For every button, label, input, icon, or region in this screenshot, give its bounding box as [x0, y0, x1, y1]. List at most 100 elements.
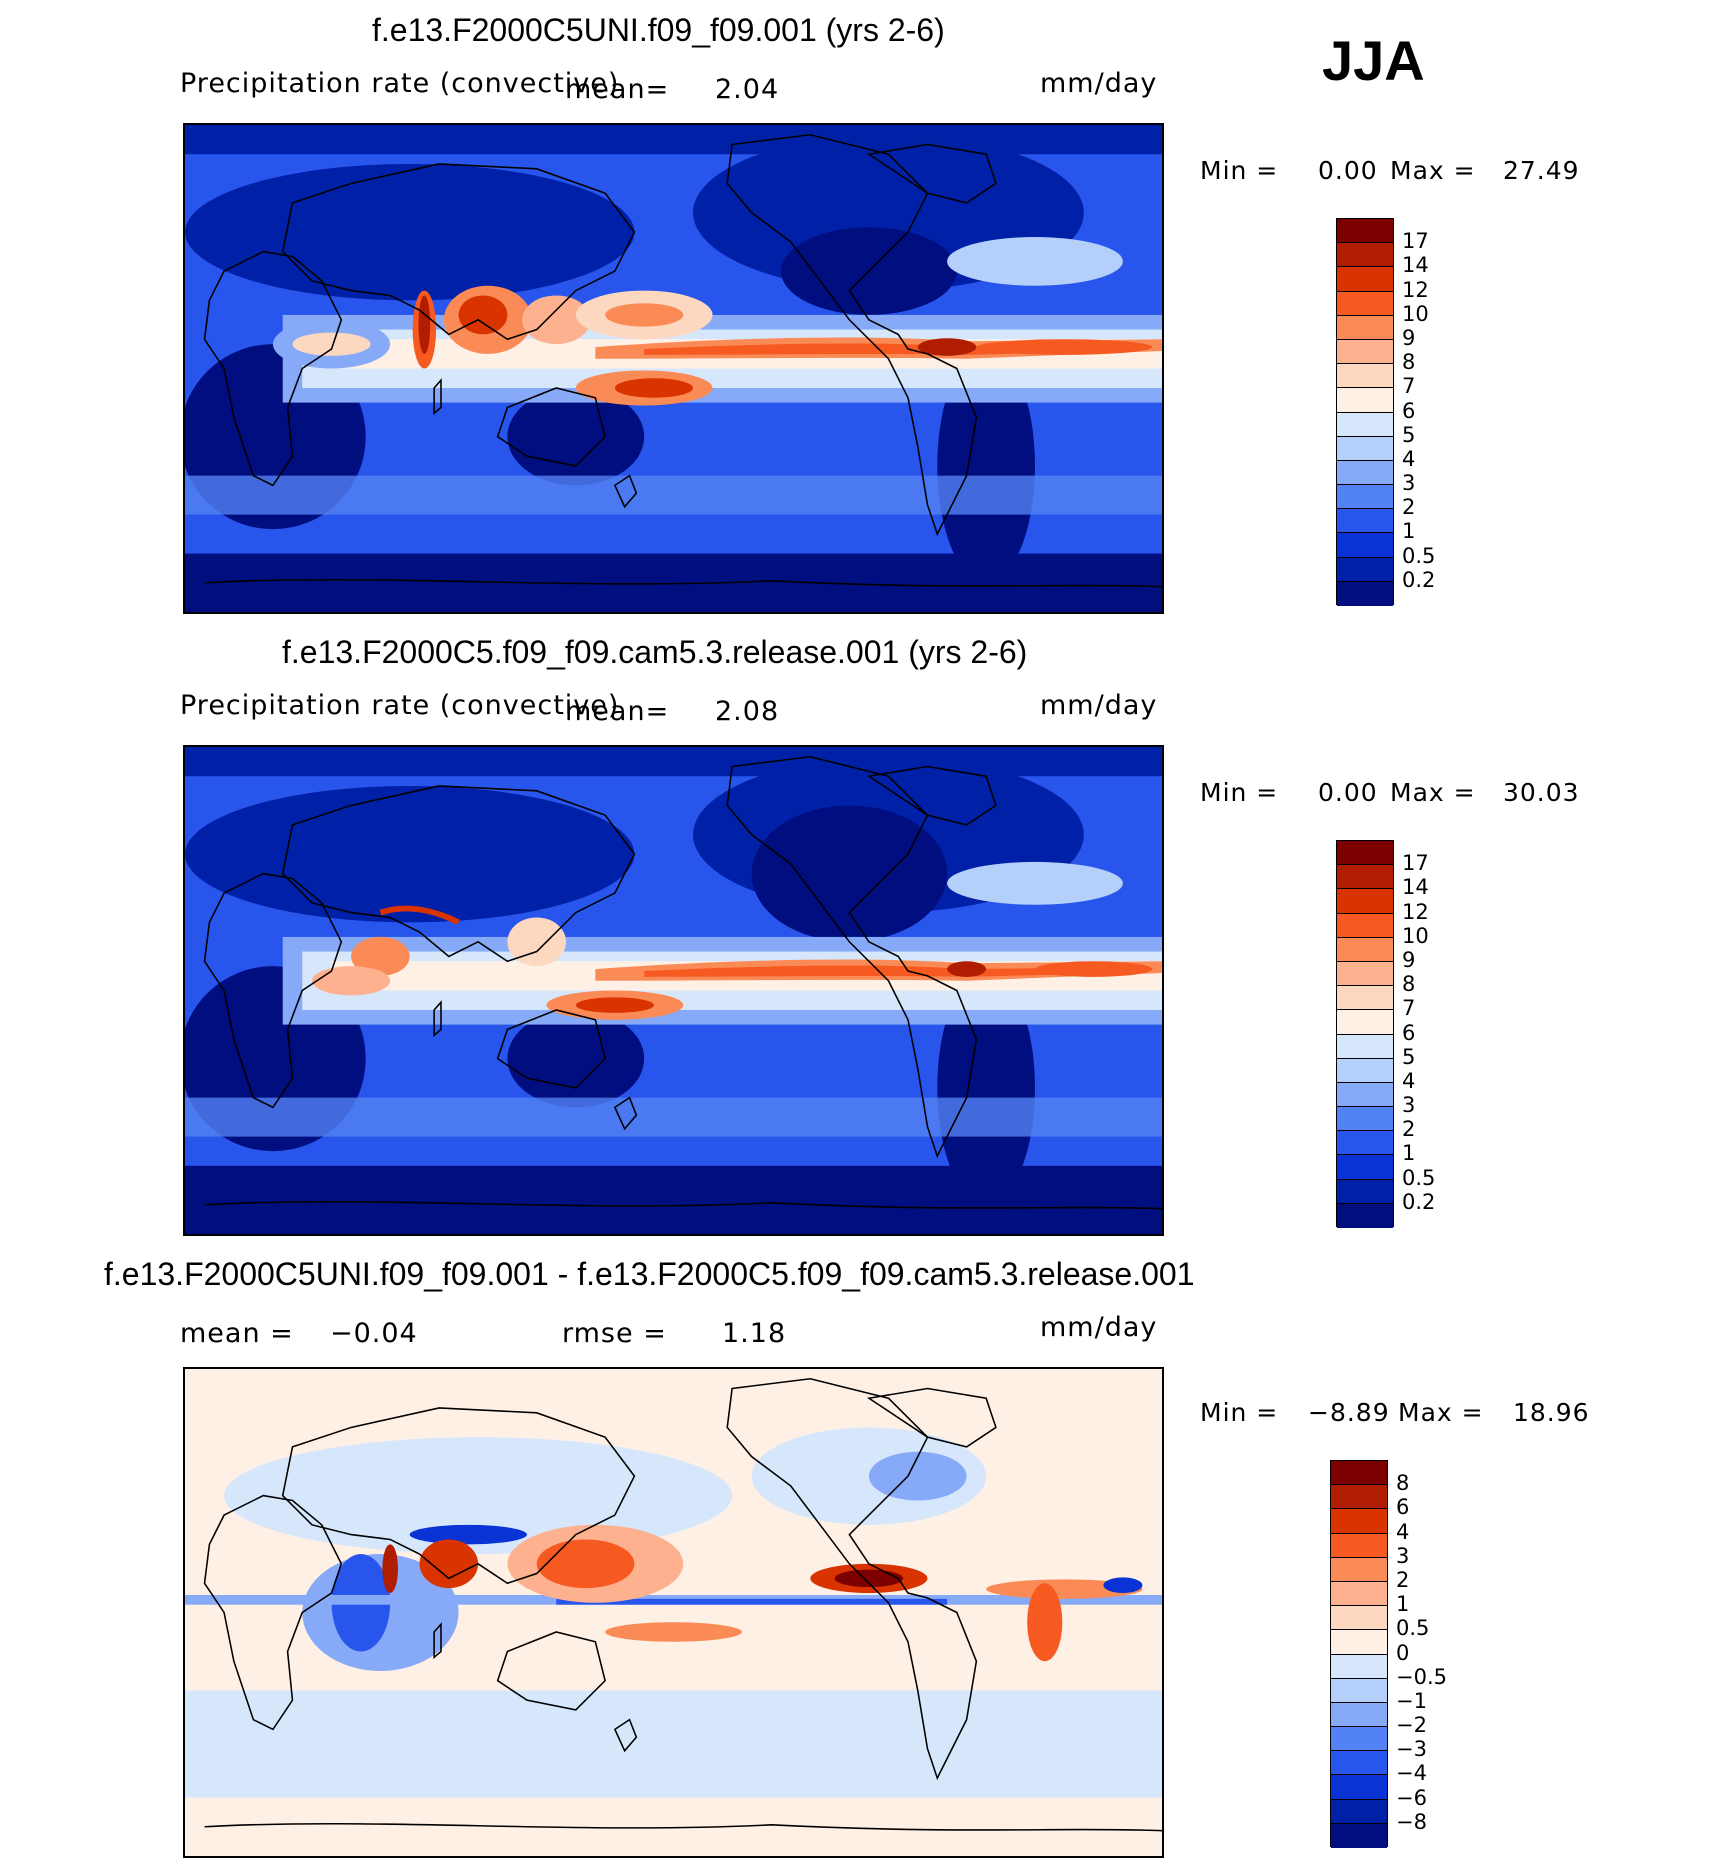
panel-2-title: f.e13.F2000C5.f09_f09.cam5.3.release.001…	[282, 634, 1028, 670]
colorbar-swatch	[1331, 1678, 1387, 1703]
colorbar-swatch	[1337, 243, 1393, 268]
panel-3-map-field	[185, 1369, 1162, 1856]
panel-2-min-label: Min =	[1200, 778, 1279, 807]
colorbar-swatch	[1337, 841, 1393, 866]
panel-3-map	[183, 1367, 1164, 1858]
panel-1-colorbar	[1336, 218, 1394, 606]
colorbar-tick-label: 2	[1402, 495, 1416, 520]
colorbar-tick-label: −1	[1396, 1688, 1427, 1713]
colorbar-tick-label: 0.5	[1402, 543, 1436, 568]
colorbar-swatch	[1337, 961, 1393, 987]
colorbar-swatch	[1337, 557, 1393, 582]
colorbar-swatch	[1331, 1727, 1387, 1752]
colorbar-tick-label: 4	[1402, 1068, 1416, 1093]
colorbar-tick-label: 17	[1402, 851, 1429, 876]
colorbar-tick-label: −6	[1396, 1785, 1427, 1810]
colorbar-swatch	[1337, 315, 1393, 340]
colorbar-swatch	[1331, 1823, 1387, 1848]
panel-2-max-value: 30.03	[1503, 778, 1580, 807]
colorbar-swatch	[1331, 1630, 1387, 1655]
colorbar-swatch	[1337, 986, 1393, 1011]
colorbar-swatch	[1337, 1082, 1393, 1108]
colorbar-tick-label: 10	[1402, 301, 1429, 326]
colorbar-swatch	[1337, 1034, 1393, 1059]
panel-1-units: mm/day	[1040, 68, 1158, 99]
colorbar-swatch	[1337, 1131, 1393, 1156]
panel-2-mean-label: mean=	[565, 696, 670, 727]
colorbar-swatch	[1337, 937, 1393, 962]
colorbar-swatch	[1337, 219, 1393, 244]
colorbar-swatch	[1331, 1799, 1387, 1824]
panel-1-min-label: Min =	[1200, 156, 1279, 185]
colorbar-swatch	[1331, 1509, 1387, 1534]
colorbar-tick-label: 4	[1402, 446, 1416, 471]
colorbar-tick-label: −3	[1396, 1737, 1427, 1762]
colorbar-swatch	[1337, 533, 1393, 558]
colorbar-tick-label: 6	[1402, 398, 1416, 423]
colorbar-swatch	[1337, 364, 1393, 389]
colorbar-tick-label: 12	[1402, 277, 1429, 302]
colorbar-tick-label: 1	[1402, 1141, 1416, 1166]
colorbar-swatch	[1337, 865, 1393, 890]
colorbar-tick-label: 12	[1402, 899, 1429, 924]
colorbar-tick-label: 1	[1396, 1592, 1410, 1617]
panel-2-mean-value: 2.08	[715, 696, 780, 727]
colorbar-swatch	[1337, 291, 1393, 316]
colorbar-tick-label: 6	[1402, 1020, 1416, 1045]
colorbar-swatch	[1331, 1751, 1387, 1776]
colorbar-tick-label: 1	[1402, 519, 1416, 544]
colorbar-swatch	[1337, 267, 1393, 292]
colorbar-tick-label: 3	[1402, 1093, 1416, 1118]
colorbar-tick-label: 14	[1402, 875, 1429, 900]
panel-3-title: f.e13.F2000C5UNI.f09_f09.001 - f.e13.F20…	[104, 1256, 1195, 1292]
panel-2-map	[183, 745, 1164, 1236]
panel-1-min-value: 0.00	[1318, 156, 1378, 185]
colorbar-tick-label: 4	[1396, 1519, 1410, 1544]
panel-3-max-value: 18.96	[1513, 1398, 1590, 1427]
colorbar-tick-label: 5	[1402, 422, 1416, 447]
colorbar-tick-label: 0.5	[1402, 1165, 1436, 1190]
colorbar-tick-label: 8	[1402, 972, 1416, 997]
panel-2-variable: Precipitation rate (convective)	[180, 690, 620, 721]
colorbar-tick-label: 7	[1402, 996, 1416, 1021]
colorbar-swatch	[1331, 1557, 1387, 1582]
colorbar-tick-label: 0	[1396, 1640, 1410, 1665]
panel-2-units: mm/day	[1040, 690, 1158, 721]
colorbar-tick-label: −4	[1396, 1761, 1427, 1786]
colorbar-tick-label: 3	[1402, 471, 1416, 496]
colorbar-tick-label: 2	[1396, 1567, 1410, 1592]
colorbar-swatch	[1331, 1485, 1387, 1510]
panel-1-title: f.e13.F2000C5UNI.f09_f09.001 (yrs 2-6)	[372, 12, 945, 48]
colorbar-swatch	[1337, 1058, 1393, 1083]
colorbar-tick-label: 8	[1402, 350, 1416, 375]
colorbar-tick-label: 9	[1402, 325, 1416, 350]
colorbar-tick-label: −2	[1396, 1713, 1427, 1738]
panel-3-mean-value: −0.04	[330, 1318, 418, 1349]
colorbar-swatch	[1337, 1010, 1393, 1035]
panel-1-map	[183, 123, 1164, 614]
colorbar-swatch	[1337, 388, 1393, 413]
colorbar-swatch	[1331, 1654, 1387, 1679]
colorbar-swatch	[1337, 1179, 1393, 1204]
colorbar-swatch	[1337, 339, 1393, 365]
panel-1-mean-value: 2.04	[715, 74, 780, 105]
panel-1-max-label: Max =	[1390, 156, 1476, 185]
panel-1-variable: Precipitation rate (convective)	[180, 68, 620, 99]
colorbar-tick-label: 2	[1402, 1117, 1416, 1142]
colorbar-tick-label: 8	[1396, 1471, 1410, 1496]
colorbar-tick-label: 6	[1396, 1495, 1410, 1520]
panel-2-colorbar	[1336, 840, 1394, 1228]
colorbar-swatch	[1337, 913, 1393, 938]
colorbar-tick-label: −0.5	[1396, 1664, 1447, 1689]
panel-3-min-label: Min =	[1200, 1398, 1279, 1427]
colorbar-tick-label: 7	[1402, 374, 1416, 399]
colorbar-tick-label: 14	[1402, 253, 1429, 278]
panel-3-min-value: −8.89	[1308, 1398, 1390, 1427]
colorbar-swatch	[1331, 1533, 1387, 1558]
colorbar-swatch	[1337, 436, 1393, 461]
colorbar-swatch	[1331, 1606, 1387, 1631]
colorbar-tick-label: 3	[1396, 1543, 1410, 1568]
colorbar-tick-label: 0.5	[1396, 1616, 1430, 1641]
colorbar-swatch	[1337, 581, 1393, 606]
colorbar-tick-label: 17	[1402, 229, 1429, 254]
